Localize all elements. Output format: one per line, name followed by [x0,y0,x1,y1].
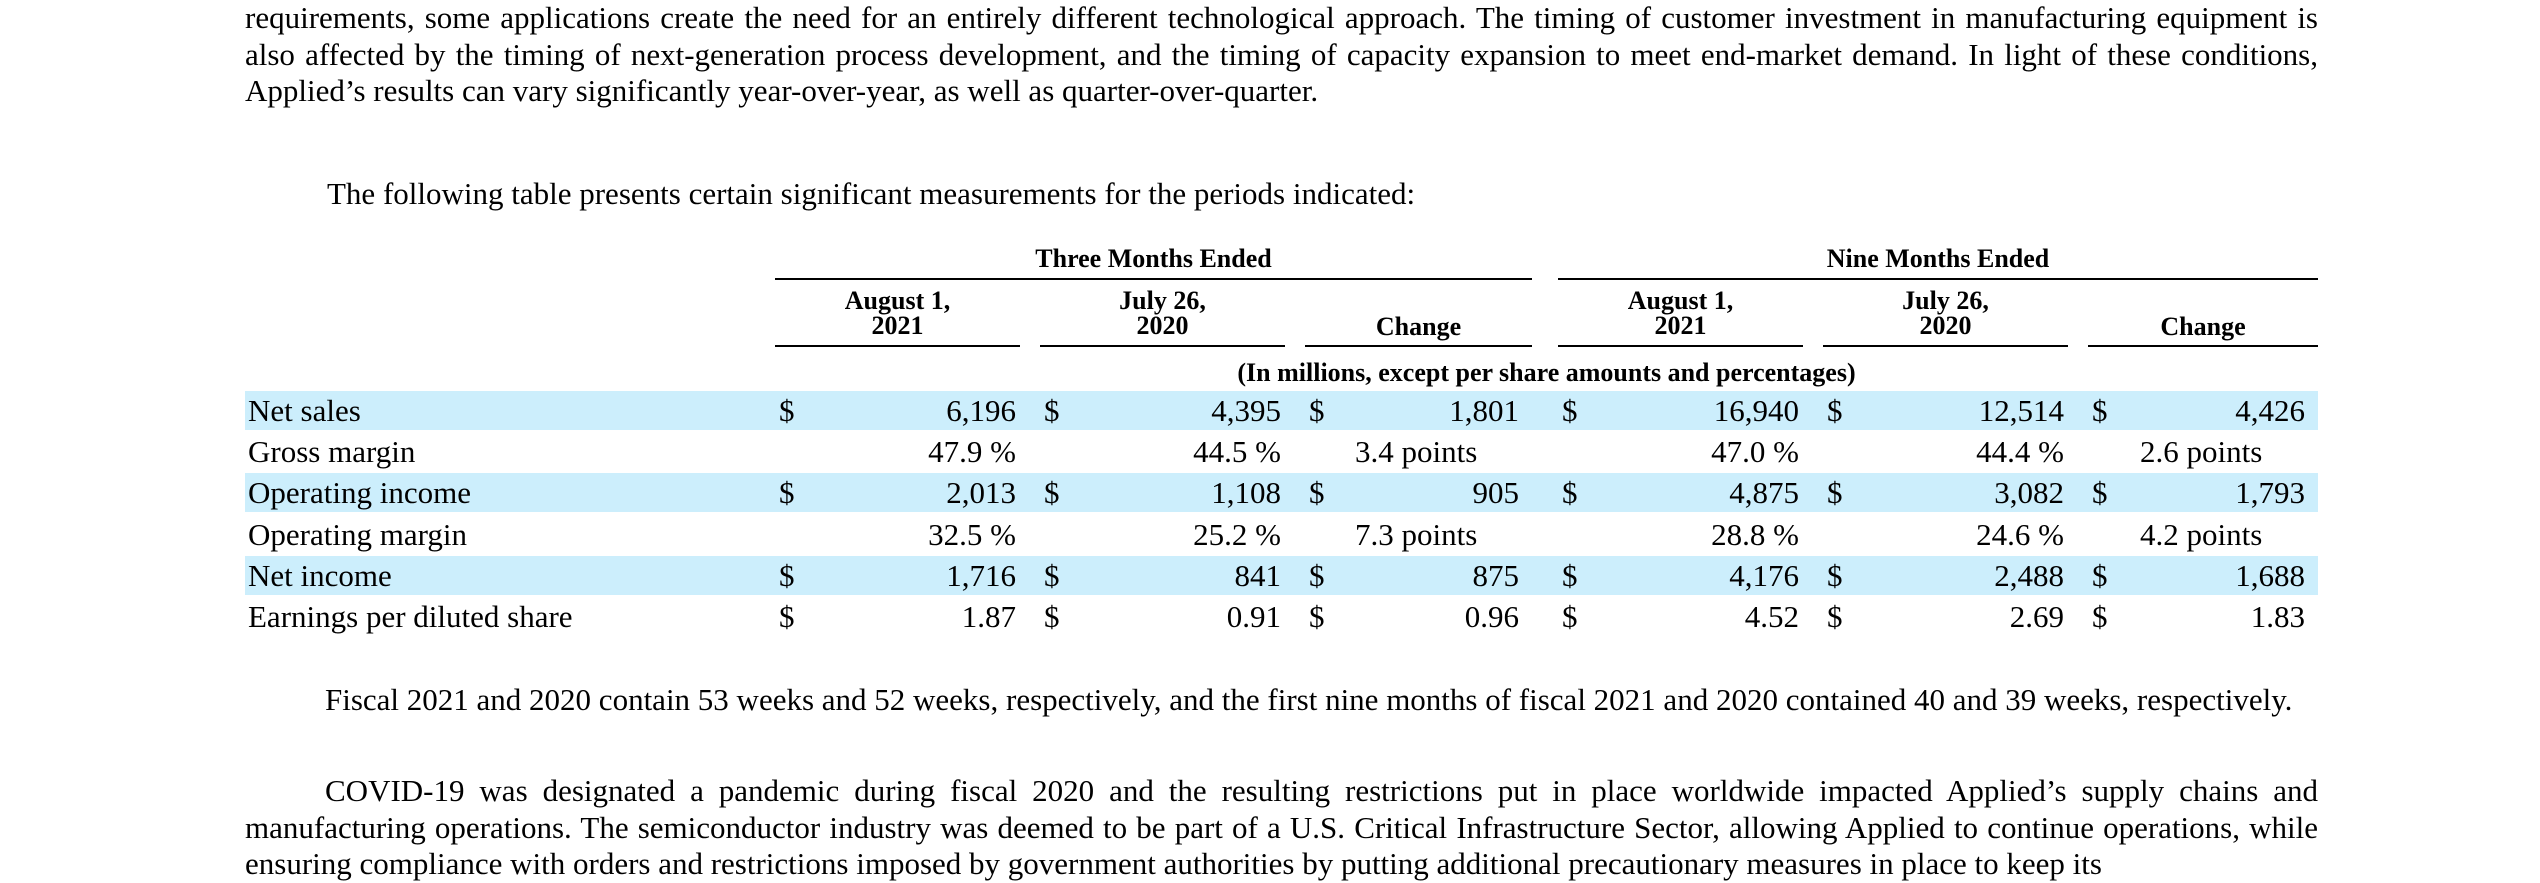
col-rule [1823,345,2068,347]
cell-value: 4,875 [1729,475,1799,511]
dollar-sign: $ [779,557,795,593]
cell-value: 3,082 [1994,475,2064,511]
col-header-line: July 26, [1119,286,1206,315]
dollar-sign: $ [1562,393,1578,428]
group-rule-three-months [775,278,1532,280]
cell-value: 0.96 [1464,599,1519,634]
dollar-sign: $ [1309,599,1325,634]
col-header-line: August 1, [1627,286,1734,315]
cell-value: 4.52 [1744,599,1799,634]
col-rule [775,345,1020,347]
row-label: Gross margin [248,434,416,470]
dollar-sign: $ [1309,475,1325,511]
row-label: Operating income [248,475,471,511]
col-header-line: 2020 [1136,311,1189,340]
cell-value: 1,801 [1449,393,1519,428]
col-rule [1040,345,1285,347]
col-header-line: 2021 [871,311,924,340]
cell-value: 32.5 % [928,516,1016,552]
cell-value: 2,488 [1994,557,2064,593]
cell-value: 1,793 [2235,475,2305,511]
dollar-sign: $ [1309,393,1325,428]
intro-paragraph: requirements, some applications create t… [245,0,2318,108]
cell-value: 4,426 [2235,393,2305,428]
group-rule-nine-months [1558,278,2318,280]
row-highlight [245,391,2318,430]
dollar-sign: $ [1827,557,1843,593]
fiscal-paragraph: Fiscal 2021 and 2020 contain 53 weeks an… [325,682,2293,717]
dollar-sign: $ [1562,475,1578,511]
cell-value: 1,108 [1211,475,1281,511]
cell-value: 44.5 % [1193,434,1281,470]
change-points-value: 3.4 points [1355,434,1478,470]
cell-value: 875 [1472,557,1520,593]
cell-value: 905 [1472,475,1520,511]
dollar-sign: $ [1827,393,1843,428]
dollar-sign: $ [1044,599,1060,634]
cell-value: 12,514 [1978,393,2064,428]
units-note: (In millions, except per share amounts a… [1237,358,1856,387]
dollar-sign: $ [779,475,795,511]
cell-value: 1,716 [946,557,1016,593]
row-highlight [245,473,2318,513]
cell-value: 47.9 % [928,434,1016,470]
dollar-sign: $ [1827,475,1843,511]
dollar-sign: $ [2092,557,2108,593]
covid-paragraph: COVID-19 was designated a pandemic durin… [245,773,2318,881]
cell-value: 47.0 % [1711,434,1799,470]
cell-value: 1.83 [2250,599,2305,634]
dollar-sign: $ [779,599,795,634]
change-points-value: 2.6 points [2140,434,2263,470]
row-label: Net income [248,557,392,593]
dollar-sign: $ [1044,557,1060,593]
cell-value: 1.87 [961,599,1016,634]
cell-value: 2,013 [946,475,1016,511]
group-header-nine-months: Nine Months Ended [1826,244,2050,273]
col-header-jul-2020-three: July 26, 2020 [1040,286,1285,340]
cell-value: 25.2 % [1193,516,1281,552]
cell-value: 1,688 [2235,557,2305,593]
col-header-change-three: Change [1375,312,1462,341]
col-header-line: July 26, [1902,286,1989,315]
cell-value: 841 [1234,557,1282,593]
change-points-value: 4.2 points [2140,516,2263,552]
dollar-sign: $ [1562,599,1578,634]
cell-value: 4,395 [1211,393,1281,428]
dollar-sign: $ [1562,557,1578,593]
col-rule [1305,345,1532,347]
cell-value: 24.6 % [1976,516,2064,552]
col-header-aug-2021-nine: August 1, 2021 [1558,286,1803,340]
col-rule [1558,345,1803,347]
col-header-aug-2021-three: August 1, 2021 [775,286,1020,340]
dollar-sign: $ [2092,393,2108,428]
dollar-sign: $ [779,393,795,428]
cell-value: 6,196 [946,393,1016,428]
row-label: Operating margin [248,516,467,552]
row-label: Net sales [248,393,361,428]
col-rule [2088,345,2318,347]
col-header-line: 2021 [1654,311,1707,340]
dollar-sign: $ [1827,599,1843,634]
row-highlight [245,555,2318,595]
col-header-jul-2020-nine: July 26, 2020 [1823,286,2068,340]
table-intro-text: The following table presents certain sig… [327,176,1416,211]
dollar-sign: $ [2092,475,2108,511]
col-header-line: 2020 [1919,311,1972,340]
cell-value: 16,940 [1713,393,1799,428]
cell-value: 0.91 [1226,599,1281,634]
change-points-value: 7.3 points [1355,516,1478,552]
dollar-sign: $ [2092,599,2108,634]
col-header-change-nine: Change [2160,312,2246,341]
cell-value: 4,176 [1729,557,1799,593]
row-label: Earnings per diluted share [248,599,573,634]
cell-value: 2.69 [2009,599,2064,634]
cell-value: 44.4 % [1976,434,2064,470]
col-header-line: August 1, [844,286,951,315]
dollar-sign: $ [1044,475,1060,511]
group-header-three-months: Three Months Ended [1035,244,1272,273]
cell-value: 28.8 % [1711,516,1799,552]
dollar-sign: $ [1044,393,1060,428]
dollar-sign: $ [1309,557,1325,593]
